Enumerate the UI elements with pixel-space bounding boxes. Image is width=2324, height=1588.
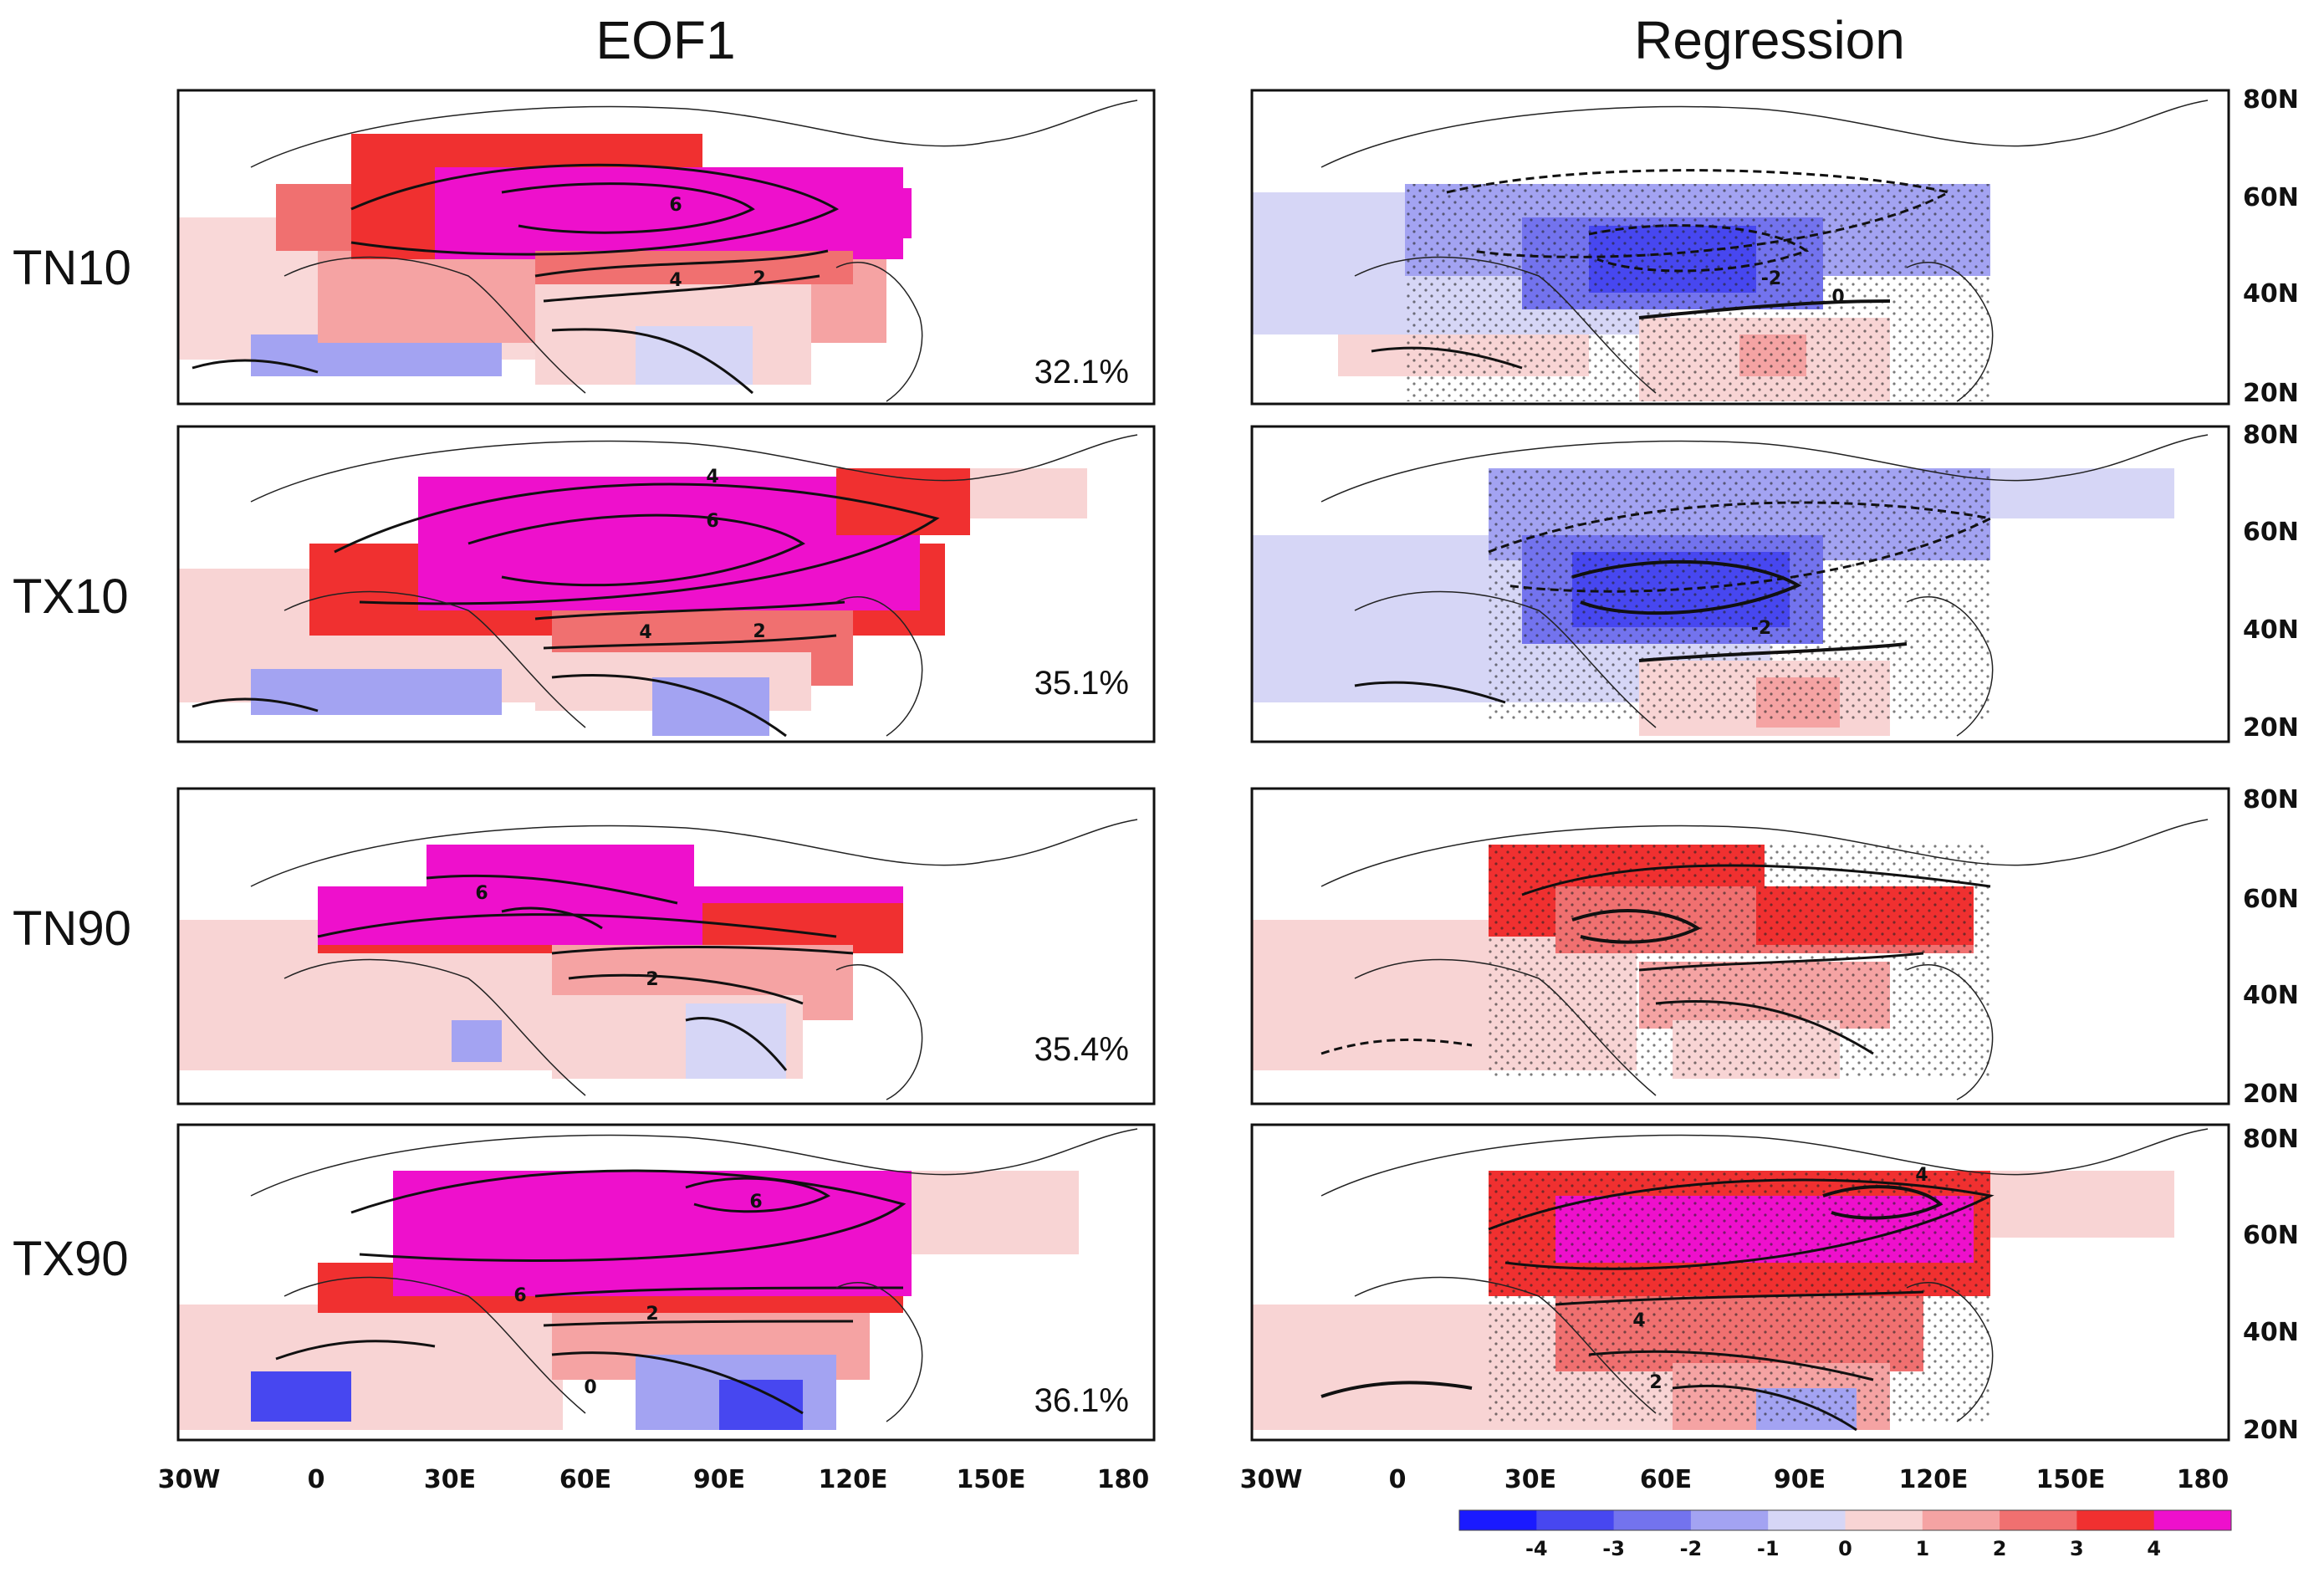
- colorbar-outline: [1458, 1509, 2232, 1531]
- row-label: TX10: [13, 569, 129, 624]
- colorbar-label: 0: [1838, 1537, 1852, 1560]
- variance-label: 36.1%: [1034, 1382, 1129, 1419]
- colorbar: -4 -3 -2 -1 0 1 2 3 4: [1458, 1509, 2232, 1560]
- colorbar-label: -2: [1680, 1537, 1703, 1560]
- colorbar-swatch: [2076, 1510, 2155, 1530]
- contour-label: 6: [706, 511, 718, 532]
- lat-tick: 60N: [2243, 183, 2299, 212]
- lon-tick: 30E: [1504, 1465, 1556, 1494]
- lat-tick: 80N: [2243, 785, 2299, 814]
- lat-tick: 60N: [2243, 885, 2299, 914]
- lat-tick: 80N: [2243, 85, 2299, 115]
- row-label: TN90: [13, 901, 131, 956]
- contour-label: 4: [1915, 1165, 1928, 1186]
- contour-label: 0: [584, 1377, 596, 1398]
- lat-tick: 20N: [2243, 713, 2299, 743]
- lon-tick: 60E: [1640, 1465, 1692, 1494]
- lat-tick: 60N: [2243, 1221, 2299, 1250]
- colorbar-label: 1: [1915, 1537, 1929, 1560]
- lon-tick: 150E: [2035, 1465, 2105, 1494]
- colorbar-swatch: [1536, 1510, 1615, 1530]
- longitude-ticks-right: 30W 0 30E 60E 90E 120E 150E 180: [1240, 1465, 2230, 1494]
- colorbar-swatch: [2153, 1510, 2232, 1530]
- column-title-regression: Regression: [1634, 10, 1905, 70]
- eof1-panel: 6 2 35.4%: [176, 787, 1156, 1105]
- colorbar-swatch: [1613, 1510, 1692, 1530]
- column-title-eof1: EOF1: [595, 10, 735, 70]
- lon-tick: 90E: [693, 1465, 745, 1494]
- contour-label: -2: [1751, 618, 1771, 639]
- contour-label: 2: [646, 1304, 658, 1325]
- contour-label: 6: [749, 1192, 762, 1213]
- lon-tick: 180: [1097, 1465, 1150, 1494]
- colorbar-swatch: [1922, 1510, 2000, 1530]
- eof1-panel: 4 6 4 2 35.1%: [176, 425, 1156, 743]
- contour-label: 6: [513, 1285, 526, 1306]
- contour-label: 6: [475, 883, 488, 904]
- lat-tick: 20N: [2243, 1416, 2299, 1445]
- colorbar-label: -4: [1525, 1537, 1548, 1560]
- colorbar-label: -1: [1757, 1537, 1780, 1560]
- lon-tick: 120E: [1898, 1465, 1968, 1494]
- lat-tick: 40N: [2243, 615, 2299, 645]
- variance-label: 32.1%: [1034, 354, 1129, 391]
- lat-tick: 60N: [2243, 518, 2299, 547]
- latitude-ticks: 80N 60N 40N 20N 80N 60N 40N 20N 80N 60N …: [2243, 85, 2299, 1445]
- regression-panel: -2 0: [1250, 89, 2230, 406]
- colorbar-swatch: [1690, 1510, 1769, 1530]
- variance-label: 35.1%: [1034, 665, 1129, 702]
- row-label: TN10: [13, 241, 131, 295]
- lon-tick: 120E: [818, 1465, 887, 1494]
- lat-tick: 20N: [2243, 379, 2299, 408]
- lat-tick: 40N: [2243, 981, 2299, 1010]
- colorbar-swatch: [2000, 1510, 2077, 1530]
- lon-tick: 180: [2177, 1465, 2230, 1494]
- contour-label: 4: [1632, 1310, 1645, 1331]
- contour-label: 4: [706, 467, 718, 488]
- regression-panel: -2: [1250, 425, 2230, 743]
- lat-tick: 80N: [2243, 421, 2299, 450]
- row-label: TX90: [13, 1232, 129, 1286]
- lon-tick: 30W: [1240, 1465, 1303, 1494]
- regression-panel: 4 4 2: [1250, 1123, 2230, 1442]
- colorbar-swatch: [1768, 1510, 1846, 1530]
- colorbar-label: 2: [1993, 1537, 2007, 1560]
- lon-tick: 90E: [1774, 1465, 1826, 1494]
- eof1-panel: 6 4 2 32.1%: [176, 89, 1156, 406]
- eof1-panel: 6 6 2 0 36.1%: [176, 1123, 1156, 1442]
- lat-tick: 40N: [2243, 1318, 2299, 1347]
- colorbar-label: -3: [1602, 1537, 1625, 1560]
- contour-label: 4: [639, 622, 651, 643]
- contour-label: 4: [669, 270, 682, 291]
- lon-tick: 0: [1389, 1465, 1407, 1494]
- colorbar-swatch: [1845, 1510, 1923, 1530]
- contour-label: 6: [669, 195, 682, 216]
- contour-label: 2: [753, 268, 765, 289]
- lon-tick: 60E: [559, 1465, 611, 1494]
- colorbar-swatch: [1459, 1510, 1537, 1530]
- contour-label: 2: [646, 969, 658, 990]
- longitude-ticks-left: 30W 0 30E 60E 90E 120E 150E 180: [158, 1465, 1150, 1494]
- lon-tick: 30W: [158, 1465, 221, 1494]
- colorbar-label: 3: [2070, 1537, 2084, 1560]
- contour-label: 2: [753, 621, 765, 642]
- regression-panel: [1250, 787, 2230, 1105]
- contour-label: 2: [1649, 1372, 1662, 1393]
- lat-tick: 20N: [2243, 1080, 2299, 1109]
- contour-label: 0: [1831, 287, 1844, 308]
- lon-tick: 0: [308, 1465, 325, 1494]
- variance-label: 35.4%: [1034, 1031, 1129, 1068]
- colorbar-label: 4: [2147, 1537, 2161, 1560]
- lon-tick: 30E: [424, 1465, 476, 1494]
- lat-tick: 80N: [2243, 1125, 2299, 1154]
- lat-tick: 40N: [2243, 279, 2299, 309]
- lon-tick: 150E: [956, 1465, 1025, 1494]
- contour-label: -2: [1761, 268, 1781, 289]
